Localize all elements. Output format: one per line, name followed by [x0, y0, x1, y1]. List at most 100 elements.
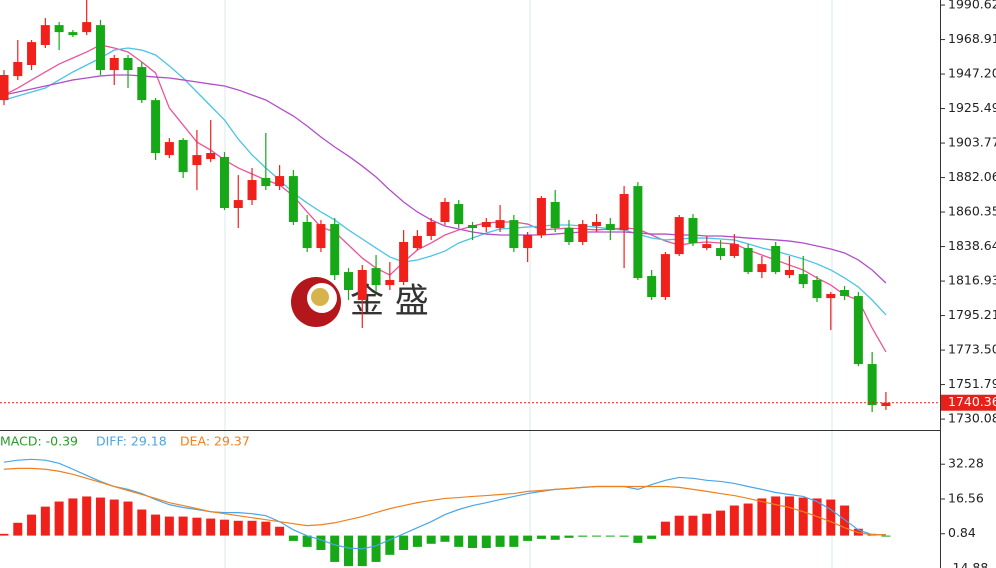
macd-bar	[13, 522, 23, 536]
candle-body	[481, 221, 491, 228]
candle-body	[867, 364, 877, 406]
logo-coin	[311, 288, 329, 306]
y-tick-label: 1903.77	[948, 135, 996, 150]
macd-bar	[178, 516, 188, 536]
y-tick-label: 1795.21	[948, 307, 996, 322]
y-tick-label: 1947.20	[948, 66, 996, 81]
candle-body	[164, 142, 174, 156]
candle-body	[716, 248, 726, 256]
macd-bar	[592, 535, 602, 537]
candle-body	[95, 25, 105, 71]
macd-bar	[826, 499, 836, 536]
macd-bar	[123, 501, 133, 536]
candle-body	[550, 201, 560, 229]
macd-bar	[798, 497, 808, 536]
candle-body	[729, 244, 739, 256]
candle-body	[330, 224, 340, 276]
macd-bar	[275, 526, 285, 536]
macd-bar	[426, 535, 436, 544]
y-tick-label: 1882.06	[948, 169, 996, 184]
candle-body	[523, 235, 533, 249]
candle-body	[344, 272, 353, 291]
candle-body	[82, 22, 92, 33]
candle-body	[674, 217, 684, 255]
macd-bar	[743, 503, 753, 536]
macd-bar	[688, 515, 698, 536]
macd-bar	[233, 520, 243, 536]
macd-bar	[344, 535, 353, 567]
y-tick-label: -14.88	[948, 560, 988, 568]
macd-bar	[95, 497, 105, 536]
y-tick-label: 1773.50	[948, 342, 996, 357]
macd-bar	[660, 521, 670, 536]
candle-body	[454, 204, 464, 225]
macd-bar	[771, 496, 781, 536]
macd-bar	[495, 535, 505, 547]
candle-body	[771, 245, 781, 273]
current-price-box	[941, 394, 996, 411]
candle-body	[68, 32, 78, 36]
line	[3, 74, 887, 284]
candle-body	[192, 155, 202, 166]
y-tick-label: 1751.79	[948, 376, 996, 391]
y-tick-label: 1816.93	[948, 273, 996, 288]
candle-body	[881, 402, 891, 407]
macd-bar	[605, 535, 615, 537]
macd-bar	[261, 521, 271, 536]
candle-body	[385, 279, 395, 286]
candle-body	[137, 67, 147, 101]
macd-bar	[385, 535, 395, 555]
candle-body	[371, 268, 381, 286]
candle-body	[564, 228, 574, 243]
candle-body	[495, 220, 505, 229]
y-tick-label: 1990.62	[948, 0, 996, 12]
candle-body	[0, 75, 9, 101]
macd-bar	[578, 535, 588, 537]
y-tick-label: 1730.08	[948, 411, 996, 426]
candle-body	[440, 201, 450, 222]
macd-bar	[674, 515, 684, 536]
candle-body	[660, 254, 670, 297]
candle-body	[798, 274, 808, 285]
candle-body	[619, 194, 629, 231]
macd-bar	[54, 501, 64, 536]
macd-bar	[702, 513, 712, 536]
candle-body	[288, 176, 298, 222]
macd-bar	[40, 506, 50, 536]
y-tick-label: 0.84	[948, 525, 976, 540]
candle-body	[840, 290, 850, 297]
macd-bar	[757, 498, 767, 536]
macd-bar	[412, 535, 422, 547]
candle-body	[757, 264, 767, 273]
candle-body	[509, 220, 519, 249]
candle-body	[688, 218, 698, 243]
macd-bar	[523, 535, 533, 541]
macd-bar	[206, 518, 216, 536]
macd-bar	[619, 535, 629, 537]
candle-body	[316, 224, 326, 249]
candle-body	[743, 248, 753, 273]
macd-bar	[371, 535, 381, 562]
candle-body	[151, 100, 161, 154]
macd-bar	[454, 535, 464, 547]
macd-bar	[784, 496, 794, 536]
macd-bar	[109, 499, 119, 536]
macd-bar	[68, 498, 78, 536]
macd-bar	[564, 535, 574, 538]
legend-label: DEA: 29.37	[180, 434, 250, 449]
candle-body	[468, 225, 478, 229]
candle-body	[605, 224, 615, 231]
macd-bar	[509, 535, 519, 547]
candle-body	[853, 296, 863, 365]
candle-body	[233, 200, 243, 209]
candle-body	[302, 221, 312, 249]
macd-bar	[357, 535, 367, 567]
current-price-label: 1740.36	[948, 394, 996, 409]
line	[3, 44, 887, 353]
y-tick-label: 16.56	[948, 490, 984, 505]
macd-bar	[316, 535, 326, 550]
y-tick-label: 1838.64	[948, 238, 996, 253]
candle-body	[123, 58, 133, 71]
candle-body	[275, 176, 285, 187]
